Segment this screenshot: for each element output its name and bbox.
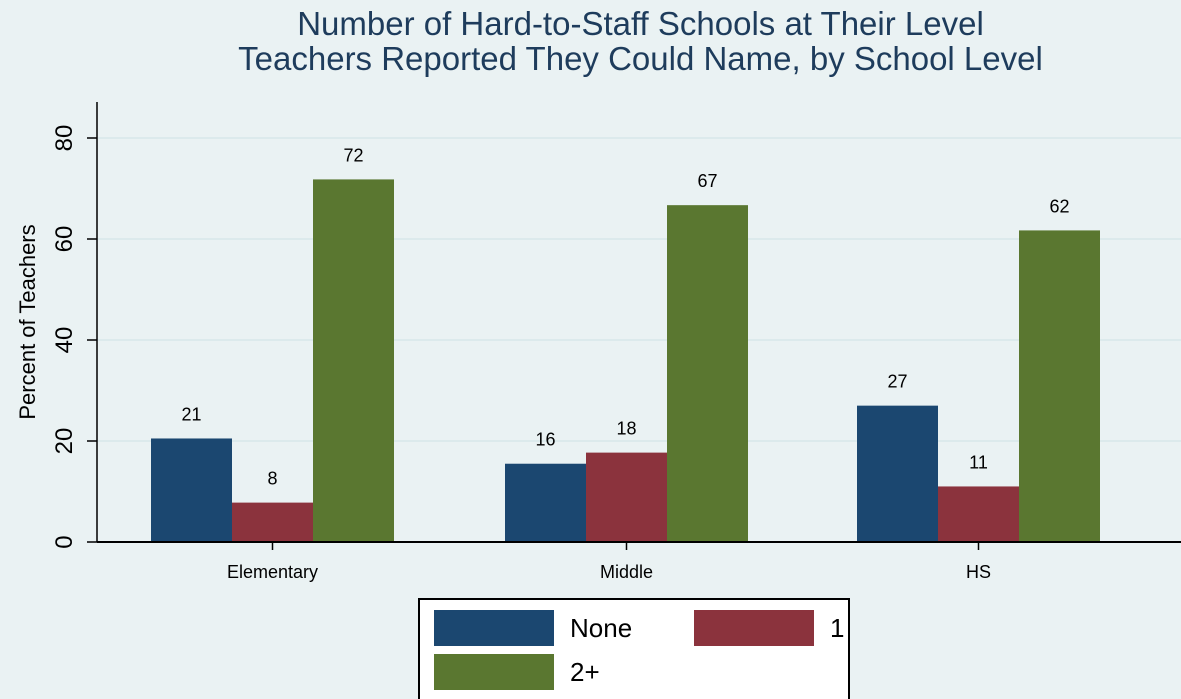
legend-swatch-1 xyxy=(694,610,814,646)
data-label-elementary-series-0: 21 xyxy=(181,404,201,424)
x-tick-label-hs: HS xyxy=(966,562,991,582)
data-label-elementary-series-1: 8 xyxy=(267,469,277,489)
x-tick-label-middle: Middle xyxy=(600,562,653,582)
y-tick-label-60: 60 xyxy=(51,226,78,253)
legend-swatch-none xyxy=(434,610,554,646)
data-label-middle-series-2: 67 xyxy=(697,171,717,191)
bar-middle-series-1 xyxy=(586,452,667,542)
gridlines xyxy=(97,137,1181,442)
bar-middle-series-0 xyxy=(505,463,586,542)
bar-elementary-series-0 xyxy=(151,438,232,542)
data-label-hs-series-1: 11 xyxy=(969,452,988,472)
bar-hs-series-0 xyxy=(857,405,938,542)
chart-title-line-2: Teachers Reported They Could Name, by Sc… xyxy=(238,40,1043,77)
data-label-elementary-series-2: 72 xyxy=(343,145,363,165)
legend-label-none: None xyxy=(570,612,633,643)
bar-hs-series-1 xyxy=(938,486,1019,542)
bar-elementary-series-1 xyxy=(232,502,313,542)
legend-label-1: 1 xyxy=(830,612,845,643)
bar-elementary-series-2 xyxy=(313,179,394,542)
legend-item-2plus: 2+ xyxy=(434,654,600,690)
bar-hs-series-2 xyxy=(1019,230,1100,543)
bars xyxy=(151,179,1100,543)
legend-item-1: 1 xyxy=(694,610,844,646)
axes: 0 20 40 60 80 Elementary Middle HS xyxy=(51,102,1181,582)
chart-title-line-1: Number of Hard-to-Staff Schools at Their… xyxy=(297,5,984,42)
bar-middle-series-2 xyxy=(667,205,748,543)
legend-label-2plus: 2+ xyxy=(570,656,600,687)
data-label-hs-series-0: 27 xyxy=(887,372,907,392)
y-tick-label-20: 20 xyxy=(51,428,78,455)
data-label-middle-series-1: 18 xyxy=(616,419,636,439)
x-tick-label-elementary: Elementary xyxy=(227,562,318,582)
legend-swatch-2plus xyxy=(434,654,554,690)
y-tick-label-80: 80 xyxy=(51,125,78,152)
data-labels: 21 8 72 16 18 67 27 11 62 xyxy=(181,145,1069,488)
y-axis-title: Percent of Teachers xyxy=(15,224,40,419)
data-label-hs-series-2: 62 xyxy=(1049,196,1069,216)
legend: None 1 2+ xyxy=(418,598,850,699)
y-tick-label-40: 40 xyxy=(51,327,78,354)
chart-title: Number of Hard-to-Staff Schools at Their… xyxy=(0,6,1181,76)
y-tick-label-0: 0 xyxy=(51,535,78,548)
legend-item-none: None xyxy=(434,610,632,646)
data-label-middle-series-0: 16 xyxy=(535,430,555,450)
